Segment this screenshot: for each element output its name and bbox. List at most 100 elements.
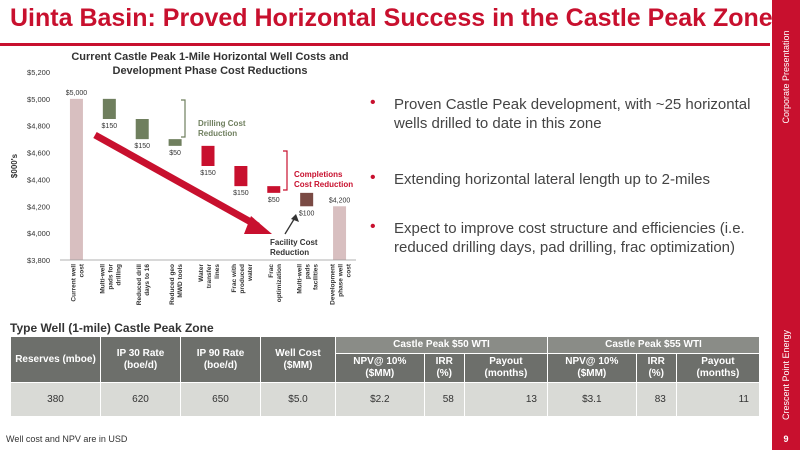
table-cell: 650	[180, 382, 261, 417]
table-cell: 13	[463, 382, 548, 417]
bullet-item: • Extending horizontal lateral length up…	[370, 169, 765, 189]
y-tick-label: $4,800	[27, 122, 50, 131]
column-header: IRR (%)	[635, 353, 677, 383]
waterfall-bar	[168, 139, 182, 146]
title-divider	[0, 43, 770, 46]
facility-annotation-line2: Reduction	[270, 248, 309, 257]
completions-annotation-line2: Cost Reduction	[294, 180, 353, 189]
y-tick-label: $5,000	[27, 95, 50, 104]
table-cell: 380	[10, 382, 101, 417]
drilling-bracket	[181, 99, 186, 138]
data-label: $5,000	[66, 90, 88, 97]
data-label: $100	[299, 210, 315, 217]
waterfall-bar	[69, 98, 83, 260]
category-label: produced	[239, 264, 246, 294]
sidebar-top-text: Corporate Presentation	[781, 30, 791, 124]
column-header: IP 90 Rate (boe/d)	[180, 336, 261, 383]
completions-bracket	[283, 150, 288, 191]
waterfall-bar	[201, 145, 215, 166]
waterfall-chart: $3,800 $4,000 $4,200 $4,400 $4,600 $4,800 $5,0…	[10, 68, 356, 305]
waterfall-bar	[102, 98, 116, 119]
drilling-annotation-line2: Reduction	[198, 129, 237, 138]
completions-annotation-line1: Completions	[294, 170, 343, 179]
column-header: IRR (%)	[423, 353, 465, 383]
category-label: Reduced geo	[169, 264, 176, 305]
bullet-text: Expect to improve cost structure and eff…	[394, 220, 745, 256]
y-tick-label: $3,800	[27, 256, 50, 265]
page-number: 9	[783, 434, 789, 444]
y-tick-label: $4,600	[27, 149, 50, 158]
data-label: $50	[268, 197, 280, 204]
bullet-text: Proven Castle Peak development, with ~25…	[394, 96, 751, 132]
y-tick-label: $5,200	[27, 68, 50, 77]
type-well-table: Reserves (mboe) IP 30 Rate (boe/d) IP 90…	[10, 336, 761, 417]
column-header: Payout (months)	[463, 353, 548, 383]
chart-title: Current Castle Peak 1-Mile Horizontal We…	[71, 51, 349, 77]
table-title: Type Well (1-mile) Castle Peak Zone	[10, 321, 214, 335]
reduction-trend-arrowhead	[244, 216, 272, 234]
data-label: $150	[200, 170, 216, 177]
waterfall-bar	[333, 206, 347, 260]
category-label: drilling	[115, 264, 122, 286]
category-label: phase well	[338, 264, 345, 297]
category-label: Multi-well	[297, 264, 304, 294]
facility-pointer-head	[291, 214, 299, 222]
waterfall-bar	[267, 186, 281, 193]
y-tick-label: $4,000	[27, 229, 50, 238]
category-label: pads for	[107, 264, 114, 290]
data-label: $150	[134, 143, 150, 150]
category-label: Water	[198, 264, 205, 282]
y-tick-label: $4,400	[27, 175, 50, 184]
data-label: $150	[233, 190, 249, 197]
waterfall-bar	[234, 166, 248, 187]
category-label: Current well	[70, 264, 77, 302]
table-cell: $2.2	[335, 382, 425, 417]
category-label: Development	[330, 263, 337, 305]
category-label: Multi-well	[99, 264, 106, 294]
bullet-item: • Proven Castle Peak development, with ~…	[370, 94, 765, 133]
category-label: Frac	[268, 264, 275, 278]
table-subheader-row: NPV@ 10% ($MM) IRR (%) Payout (months) N…	[11, 353, 761, 383]
table-row: 380 620 650 $5.0 $2.2 58 13 $3.1 83 11	[10, 382, 761, 417]
y-axis-title: $000's	[10, 153, 19, 178]
data-label: $4,200	[329, 197, 351, 204]
column-header: Payout (months)	[675, 353, 761, 383]
crescent-logo-icon	[778, 286, 794, 302]
waterfall-bar	[300, 192, 314, 207]
bullet-dot-icon: •	[370, 94, 376, 111]
category-label: days to 16	[144, 264, 151, 296]
table-cell: $5.0	[260, 382, 336, 417]
category-label: Reduced drill	[136, 264, 143, 305]
category-label: pads	[305, 264, 312, 280]
column-header: NPV@ 10% ($MM)	[546, 353, 637, 383]
category-label: cost	[346, 263, 353, 277]
data-label: $150	[102, 123, 118, 130]
bullet-text: Extending horizontal lateral length up t…	[394, 171, 711, 188]
facility-annotation-line1: Facility Cost	[270, 238, 318, 247]
category-label: lines	[214, 264, 221, 279]
sidebar: Corporate Presentation Crescent Point En…	[772, 0, 800, 450]
footnote: Well cost and NPV are in USD	[6, 434, 128, 444]
category-label: MWD tools	[177, 264, 184, 298]
column-header: NPV@ 10% ($MM)	[335, 353, 425, 383]
table-cell: 11	[675, 382, 761, 417]
table-cell: $3.1	[546, 382, 637, 417]
bullet-dot-icon: •	[370, 218, 376, 235]
slide-title: Uinta Basin: Proved Horizontal Success i…	[10, 4, 773, 32]
category-label: cost	[78, 263, 85, 277]
category-label: Frac with	[231, 264, 238, 293]
category-label: water	[247, 264, 254, 282]
table-header-row: Reserves (mboe) IP 30 Rate (boe/d) IP 90…	[10, 336, 761, 383]
y-tick-label: $4,200	[27, 202, 50, 211]
table-cell: 58	[423, 382, 465, 417]
data-label: $50	[169, 150, 181, 157]
category-label: facilities	[313, 264, 320, 290]
reduction-trend-arrow	[93, 131, 260, 230]
group-header: Castle Peak $50 WTI	[335, 336, 548, 354]
category-label: optimization	[276, 264, 283, 302]
sidebar-bottom-text: Crescent Point Energy	[781, 329, 791, 421]
column-header: IP 30 Rate (boe/d)	[100, 336, 181, 383]
bullet-dot-icon: •	[370, 169, 376, 186]
column-header: Well Cost ($MM)	[260, 336, 336, 383]
category-label: transfer	[206, 264, 213, 289]
